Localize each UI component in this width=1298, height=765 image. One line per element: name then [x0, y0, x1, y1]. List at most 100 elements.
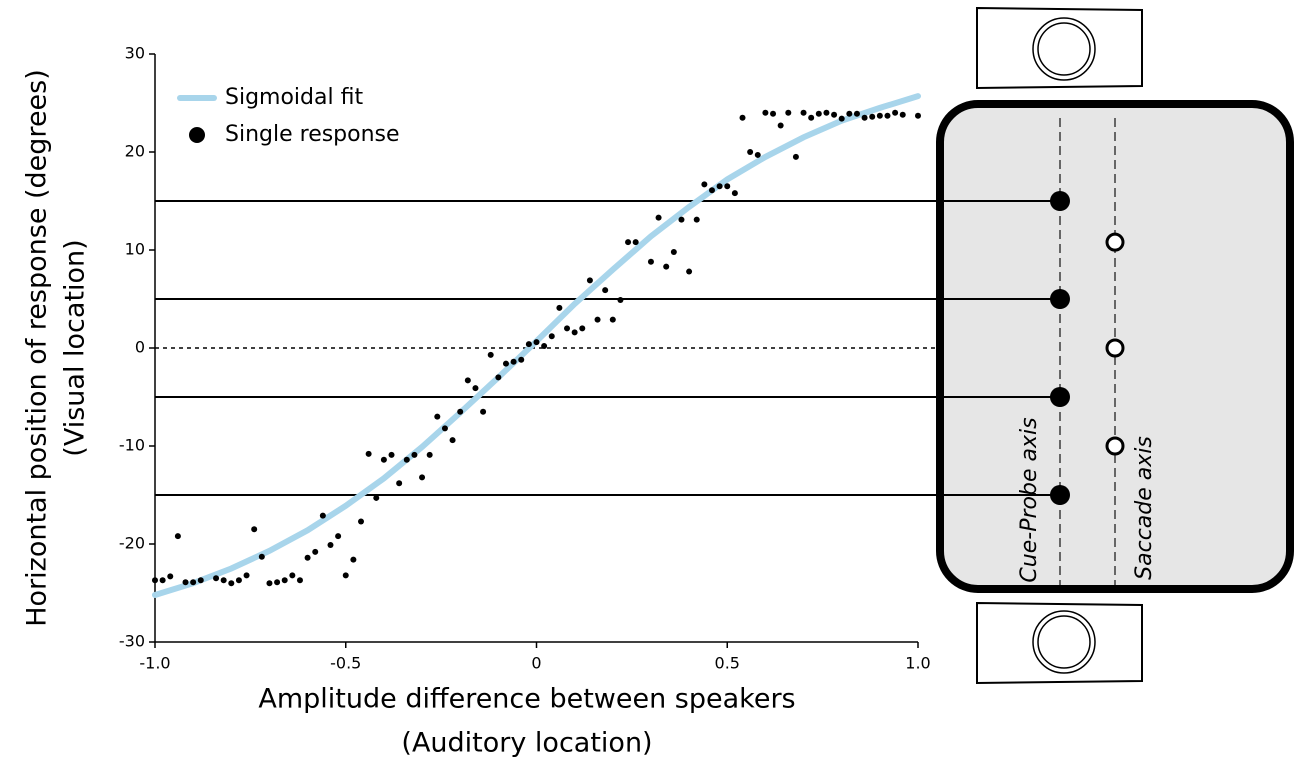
response-point — [846, 111, 852, 117]
response-point — [526, 341, 532, 347]
response-point — [312, 549, 318, 555]
response-point — [595, 317, 601, 323]
response-point — [320, 513, 326, 519]
response-point — [305, 555, 311, 561]
response-point — [549, 333, 555, 339]
y-tick-label: 0 — [135, 338, 145, 357]
response-point — [564, 325, 570, 331]
response-point — [518, 357, 524, 363]
response-point — [434, 414, 440, 420]
response-point — [472, 385, 478, 391]
response-point — [572, 329, 578, 335]
response-point — [831, 112, 837, 118]
response-point — [160, 577, 166, 583]
cue-probe-point — [1050, 289, 1070, 309]
x-tick-label: -1.0 — [139, 654, 170, 673]
response-point — [266, 580, 272, 586]
response-point — [167, 573, 173, 579]
response-point — [587, 277, 593, 283]
response-point — [648, 259, 654, 265]
response-point — [778, 123, 784, 129]
x-tick-label: 0.5 — [715, 654, 740, 673]
response-point — [221, 577, 227, 583]
chart: Cue-Probe axis Saccade axis Horizontal p… — [0, 0, 1298, 765]
response-point — [556, 305, 562, 311]
response-point — [610, 317, 616, 323]
response-point — [579, 325, 585, 331]
saccade-label: Saccade axis — [1132, 436, 1157, 580]
response-point — [602, 287, 608, 293]
response-point — [900, 112, 906, 118]
saccade-point — [1107, 234, 1123, 250]
response-point — [228, 580, 234, 586]
legend-swatch — [189, 127, 205, 143]
response-point — [854, 111, 860, 117]
response-point — [289, 572, 295, 578]
response-point — [816, 111, 822, 117]
legend-label: Sigmoidal fit — [225, 85, 363, 110]
response-point — [450, 437, 456, 443]
page: {"chart_data": { "type": "scatter", "y_l… — [0, 0, 1298, 765]
cue-probe-label: Cue-Probe axis — [1017, 417, 1042, 582]
cue-probe-point — [1050, 485, 1070, 505]
x-axis-subtitle: (Auditory location) — [401, 728, 652, 759]
y-tick-label: -10 — [119, 436, 145, 455]
response-point — [678, 217, 684, 223]
cue-probe-point — [1050, 387, 1070, 407]
response-point — [503, 361, 509, 367]
y-tick-label: -20 — [119, 534, 145, 553]
response-point — [686, 269, 692, 275]
x-tick-label: 1.0 — [905, 654, 930, 673]
response-point — [480, 409, 486, 415]
y-tick-label: -30 — [119, 632, 145, 651]
response-point — [694, 217, 700, 223]
response-point — [198, 577, 204, 583]
response-point — [457, 409, 463, 415]
y-tick-label: 20 — [125, 142, 145, 161]
response-point — [190, 579, 196, 585]
response-point — [892, 110, 898, 116]
response-point — [869, 114, 875, 120]
response-point — [183, 579, 189, 585]
response-point — [534, 339, 540, 345]
response-point — [671, 249, 677, 255]
response-point — [709, 187, 715, 193]
response-point — [404, 457, 410, 463]
response-point — [617, 297, 623, 303]
response-point — [740, 115, 746, 121]
saccade-point — [1107, 340, 1123, 356]
response-point — [770, 111, 776, 117]
x-axis-title: Amplitude difference between speakers — [258, 684, 795, 715]
response-point — [350, 557, 356, 563]
response-point — [717, 183, 723, 189]
response-point — [411, 452, 417, 458]
response-point — [762, 110, 768, 116]
cue-probe-point — [1050, 191, 1070, 211]
response-point — [213, 575, 219, 581]
response-point — [755, 152, 761, 158]
response-point — [251, 526, 257, 532]
response-point — [541, 343, 547, 349]
response-point — [785, 110, 791, 116]
response-point — [175, 533, 181, 539]
response-point — [511, 359, 517, 365]
x-tick-label: -0.5 — [330, 654, 361, 673]
response-point — [427, 452, 433, 458]
response-point — [373, 495, 379, 501]
response-point — [747, 149, 753, 155]
response-point — [381, 457, 387, 463]
y-axis-title: Horizontal position of response (degrees… — [22, 69, 53, 627]
response-point — [327, 542, 333, 548]
response-point — [663, 264, 669, 270]
response-point — [808, 115, 814, 121]
response-point — [274, 579, 280, 585]
response-point — [862, 115, 868, 121]
response-point — [259, 554, 265, 560]
saccade-point — [1107, 438, 1123, 454]
response-point — [282, 577, 288, 583]
response-point — [625, 239, 631, 245]
y-tick-label: 30 — [125, 44, 145, 63]
response-point — [724, 183, 730, 189]
response-point — [823, 110, 829, 116]
y-tick-label: 10 — [125, 240, 145, 259]
